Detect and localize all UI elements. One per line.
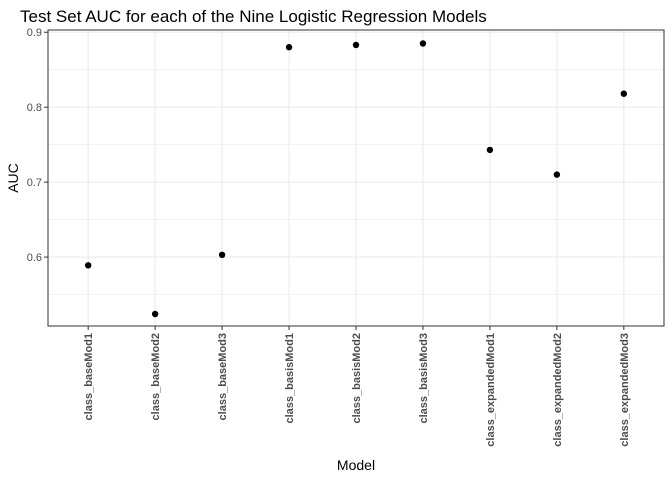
data-point — [285, 44, 293, 51]
y-tick-label: 0.7 — [27, 177, 42, 189]
data-point — [553, 171, 561, 178]
x-tick-label: class_expandedMod2 — [552, 333, 564, 447]
y-axis-title: AUC — [5, 163, 21, 193]
x-tick-label: class_expandedMod3 — [619, 333, 631, 447]
data-point — [620, 90, 628, 97]
x-tick-label: class_baseMod3 — [217, 333, 229, 420]
data-points — [84, 40, 628, 318]
data-point — [419, 40, 427, 47]
y-tick-label: 0.8 — [27, 102, 42, 114]
y-tick-label: 0.9 — [27, 27, 42, 39]
x-axis-title: Model — [337, 457, 375, 473]
grid-lines — [48, 30, 664, 326]
data-point — [352, 41, 360, 49]
x-tick-label: class_baseMod2 — [150, 333, 162, 420]
data-point — [84, 262, 92, 269]
x-tick-label: class_basisMod3 — [418, 333, 430, 424]
x-tick-label: class_basisMod2 — [351, 333, 363, 424]
x-tick-label: class_basisMod1 — [284, 333, 296, 424]
data-point — [486, 146, 494, 154]
data-point — [218, 251, 226, 259]
x-tick-label: class_baseMod1 — [83, 333, 95, 420]
data-point — [151, 310, 159, 318]
y-tick-label: 0.6 — [27, 252, 42, 264]
chart-title: Test Set AUC for each of the Nine Logist… — [20, 7, 487, 26]
axes: 0.6 0.7 0.8 0.9 class_baseMod1 class_baseMod2… — [27, 27, 631, 446]
x-tick-label: class_expandedMod1 — [485, 333, 497, 447]
